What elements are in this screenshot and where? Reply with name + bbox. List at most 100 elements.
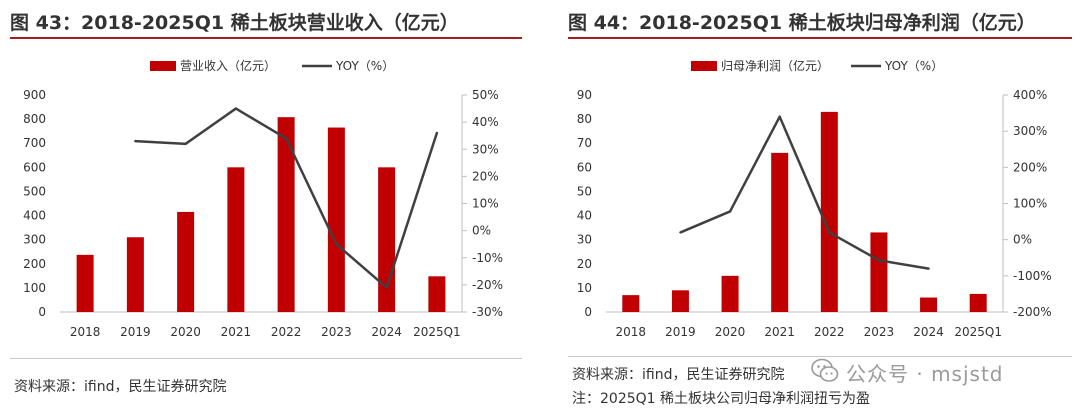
- legend: 归母净利润（亿元） YOY（%）: [691, 58, 943, 73]
- y-right-tick-label: 30%: [472, 142, 499, 156]
- x-tick-label: 2024: [913, 325, 944, 339]
- watermark: 公众号 · msjstd: [810, 356, 1072, 386]
- bar: [177, 211, 195, 312]
- yoy-point: [435, 131, 439, 135]
- yoy-point: [679, 231, 682, 234]
- y-left-tick-label: 50: [577, 184, 592, 198]
- bar: [969, 293, 987, 312]
- y-right-tick-label: 200%: [1013, 160, 1047, 174]
- y-left-tick-label: 500: [23, 184, 46, 198]
- y-left-tick-label: 80: [577, 112, 592, 126]
- y-right-tick-label: -200%: [1013, 305, 1052, 319]
- wechat-icon: [811, 358, 839, 382]
- yoy-point: [234, 107, 238, 110]
- yoy-point: [184, 142, 187, 146]
- y-left-tick-label: 100: [23, 281, 46, 295]
- bar: [771, 152, 789, 312]
- y-left-tick-label: 700: [23, 136, 46, 150]
- bar: [428, 276, 446, 312]
- y-right-tick-label: 40%: [472, 115, 499, 129]
- y-right-tick-label: 0%: [1013, 233, 1032, 247]
- yoy-point: [877, 259, 881, 262]
- bar: [622, 295, 640, 312]
- title-rule-right: [568, 37, 1072, 39]
- x-tick-label: 2020: [170, 325, 201, 339]
- y-right-tick-label: -10%: [472, 251, 503, 265]
- legend-label-bar: 营业收入（亿元）: [180, 58, 276, 73]
- x-tick-label: 2019: [120, 325, 151, 339]
- legend-swatch-bar: [691, 61, 717, 71]
- y-left-tick-label: 0: [584, 305, 592, 319]
- y-right-tick-label: 20%: [472, 169, 499, 183]
- y-left-tick-label: 40: [577, 209, 592, 223]
- y-left-tick-label: 300: [23, 233, 46, 247]
- left-panel: 图 43：2018-2025Q1 稀土板块营业收入（亿元） 营业收入（亿元） YO…: [0, 0, 530, 411]
- x-tick-label: 2024: [371, 325, 402, 339]
- y-left-tick-label: 70: [577, 136, 592, 150]
- y-right-tick-label: 50%: [472, 88, 499, 102]
- yoy-point: [778, 115, 781, 118]
- bar: [870, 232, 888, 312]
- yoy-point: [385, 286, 388, 289]
- y-right-tick-label: 400%: [1013, 88, 1047, 102]
- y-left-tick-label: 30: [577, 233, 592, 247]
- y-right-tick-label: 0%: [472, 224, 491, 238]
- x-tick-label: 2018: [616, 325, 647, 339]
- yoy-point: [828, 231, 831, 234]
- x-tick-label: 2025Q1: [413, 325, 461, 339]
- source-right: 资料来源：ifind，民生证券研究院: [572, 367, 785, 383]
- y-right-tick-label: 10%: [472, 197, 499, 211]
- y-left-tick-label: 200: [23, 257, 46, 271]
- source-left: 资料来源：ifind，民生证券研究院: [14, 379, 227, 395]
- y-left-tick-label: 0: [38, 305, 46, 319]
- yoy-point: [284, 137, 288, 140]
- legend-label-line: YOY（%）: [884, 59, 943, 73]
- y-left-tick-label: 600: [23, 160, 46, 174]
- y-left-tick-label: 10: [577, 281, 592, 295]
- revenue-chart: 营业收入（亿元） YOY（%） 0 100 200 300 400 500 600 700 800 9…: [23, 58, 503, 339]
- x-tick-label: 2023: [321, 325, 352, 339]
- y-left-tick-label: 900: [23, 88, 46, 102]
- note-right: 注：2025Q1 稀土板块公司归母净利润扭亏为盈: [572, 391, 871, 407]
- bar: [378, 167, 396, 312]
- bar: [227, 167, 245, 312]
- chart-title-right: 图 44：2018-2025Q1 稀土板块归母净利润（亿元）: [568, 12, 1036, 34]
- yoy-point: [134, 139, 137, 143]
- x-tick-label: 2023: [864, 325, 895, 339]
- legend-label-line: YOY（%）: [335, 59, 394, 73]
- source-rule-right: [568, 356, 1072, 357]
- x-tick-label: 2022: [814, 325, 845, 339]
- x-tick-label: 2018: [70, 325, 101, 339]
- legend: 营业收入（亿元） YOY（%）: [150, 58, 394, 73]
- bar: [920, 297, 938, 312]
- bar: [721, 275, 739, 312]
- y-left-tick-label: 20: [577, 257, 592, 271]
- y-left-tick-label: 60: [577, 160, 592, 174]
- yoy-line: [679, 115, 929, 270]
- legend-label-bar: 归母净利润（亿元）: [721, 58, 829, 73]
- bar: [820, 111, 838, 312]
- y-left-tick-label: 400: [23, 209, 46, 223]
- bar: [277, 117, 295, 312]
- y-right-tick-label: 100%: [1013, 197, 1047, 211]
- title-rule-left: [10, 37, 522, 39]
- chart-title-left: 图 43：2018-2025Q1 稀土板块营业收入（亿元）: [10, 12, 459, 34]
- x-tick-label: 2022: [271, 325, 302, 339]
- yoy-point: [728, 210, 732, 213]
- watermark-text: 公众号 · msjstd: [846, 362, 1004, 386]
- x-tick-label: 2025Q1: [954, 325, 1002, 339]
- legend-swatch-bar: [150, 61, 176, 71]
- bar: [671, 290, 689, 312]
- yoy-point: [927, 267, 930, 270]
- y-right-tick-label: 300%: [1013, 124, 1047, 138]
- y-right-tick-label: -30%: [472, 305, 503, 319]
- bar: [76, 254, 94, 312]
- x-tick-label: 2021: [764, 325, 795, 339]
- y-left-tick-label: 90: [577, 88, 592, 102]
- x-tick-label: 2021: [221, 325, 252, 339]
- x-tick-label: 2020: [715, 325, 746, 339]
- net-profit-chart: 归母净利润（亿元） YOY（%） 0 10 20 30 40 50 60 70 80 90 -200% -…: [577, 58, 1052, 339]
- x-tick-label: 2019: [665, 325, 696, 339]
- source-rule-left: [10, 358, 522, 359]
- right-panel: 图 44：2018-2025Q1 稀土板块归母净利润（亿元） 归母净利润（亿元）…: [558, 0, 1080, 411]
